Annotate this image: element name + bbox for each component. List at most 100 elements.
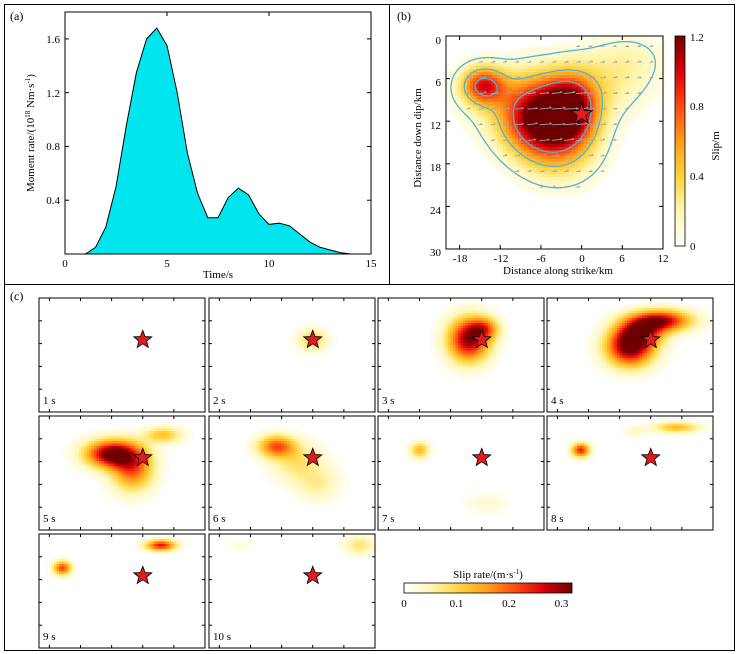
slip-rate-cell bbox=[602, 325, 605, 329]
slip-rate-cell bbox=[679, 305, 683, 309]
slip-cell bbox=[542, 69, 546, 73]
slip-cell bbox=[656, 54, 660, 58]
slip-rate-cell bbox=[324, 328, 327, 331]
slip-cell bbox=[638, 90, 642, 94]
slip-cell bbox=[656, 75, 660, 79]
slip-cell bbox=[611, 156, 615, 160]
slip-cell bbox=[539, 147, 543, 151]
slip-cell bbox=[605, 171, 609, 175]
slip-rate-cell bbox=[664, 335, 668, 339]
slip-rate-cell bbox=[321, 328, 325, 331]
slip-cell bbox=[449, 81, 453, 85]
slip-rate-cell bbox=[602, 313, 605, 316]
slip-cell bbox=[518, 114, 522, 118]
slip-rate-cell bbox=[445, 338, 449, 341]
slip-rate-cell bbox=[694, 318, 698, 321]
slip-rate-cell bbox=[440, 328, 444, 331]
slip-rate-cell bbox=[689, 313, 693, 316]
slip-cell bbox=[557, 72, 561, 76]
slip-rate-cell bbox=[669, 325, 673, 329]
slip-rate-cell bbox=[490, 315, 494, 319]
slip-rate-cell bbox=[609, 338, 613, 341]
slip-rate-cell bbox=[505, 328, 509, 331]
slip-cell bbox=[626, 123, 630, 127]
slip-cell bbox=[659, 48, 663, 52]
slip-cell bbox=[545, 78, 549, 82]
slip-cell bbox=[590, 66, 594, 70]
slip-rate-cell bbox=[602, 315, 605, 319]
slip-rate-cell bbox=[674, 320, 678, 324]
slip-rate-cell bbox=[632, 303, 635, 306]
slip-cell bbox=[548, 81, 552, 85]
slip-rate-cell bbox=[657, 340, 660, 344]
slip-cell bbox=[482, 54, 486, 58]
slip-cell bbox=[590, 147, 594, 151]
slip-rate-cell bbox=[440, 350, 444, 354]
slip-cell bbox=[662, 51, 666, 55]
slip-cell bbox=[608, 120, 612, 124]
slip-cell bbox=[530, 63, 534, 67]
slip-cell bbox=[545, 93, 549, 97]
slip-cell bbox=[656, 96, 660, 100]
slip-cell bbox=[497, 93, 501, 97]
slip-cell bbox=[587, 60, 591, 64]
slip-rate-cell bbox=[468, 375, 471, 379]
slip-cell bbox=[518, 72, 522, 76]
slip-cell bbox=[569, 144, 573, 148]
slip-cell bbox=[602, 126, 606, 130]
slip-rate-cell bbox=[617, 328, 620, 331]
slip-rate-cell bbox=[478, 323, 481, 326]
slip-rate-cell bbox=[299, 328, 302, 331]
slip-cell bbox=[617, 105, 621, 109]
slip-rate-cell bbox=[505, 343, 509, 346]
slip-rate-cell bbox=[617, 343, 620, 346]
slip-rate-cell bbox=[306, 330, 310, 334]
slip-cell bbox=[569, 195, 573, 199]
slip-cell bbox=[569, 108, 573, 112]
slip-cell bbox=[503, 153, 507, 157]
slip-cell bbox=[536, 141, 540, 145]
slip-rate-cell bbox=[468, 363, 471, 366]
slip-cell bbox=[530, 72, 534, 76]
slip-rate-cell bbox=[672, 325, 675, 329]
slip-cell bbox=[530, 84, 534, 88]
slip-rate-cell bbox=[478, 308, 481, 311]
slip-rate-cell bbox=[455, 375, 459, 379]
slip-arrow bbox=[563, 91, 576, 94]
slip-cell bbox=[617, 135, 621, 139]
slip-cell bbox=[599, 51, 603, 55]
slip-cell bbox=[500, 105, 504, 109]
slip-cell bbox=[503, 126, 507, 130]
slip-cell bbox=[509, 132, 513, 136]
slip-cell bbox=[656, 87, 660, 91]
slip-cell bbox=[569, 87, 573, 91]
slip-cell bbox=[629, 102, 633, 106]
slip-cell bbox=[515, 120, 519, 124]
slip-rate-cell bbox=[649, 305, 653, 309]
slip-cell bbox=[614, 108, 618, 112]
slip-rate-cell bbox=[450, 335, 454, 339]
slip-cell bbox=[476, 120, 480, 124]
slip-cell bbox=[557, 144, 561, 148]
b-ylabel: Distance down dip/km bbox=[412, 88, 424, 188]
slip-rate-cell bbox=[667, 338, 670, 341]
slip-arrow-head bbox=[480, 122, 483, 125]
slip-cell bbox=[494, 93, 498, 97]
slip-rate-cell bbox=[465, 373, 469, 376]
slip-rate-cell bbox=[699, 325, 703, 329]
slip-cell bbox=[644, 99, 648, 103]
slip-cell bbox=[659, 57, 663, 61]
slip-cell bbox=[512, 93, 516, 97]
slip-cell bbox=[527, 147, 531, 151]
slip-rate-cell bbox=[664, 300, 668, 304]
slip-rate-cell bbox=[682, 310, 685, 314]
slip-rate-cell bbox=[435, 323, 439, 326]
slip-rate-cell bbox=[321, 330, 325, 334]
slip-rate-cell bbox=[291, 338, 295, 341]
slip-cell bbox=[533, 159, 537, 163]
slip-cell bbox=[527, 183, 531, 187]
slip-cell bbox=[476, 75, 480, 79]
slip-rate-cell bbox=[450, 323, 454, 326]
slip-rate-cell bbox=[659, 340, 663, 344]
slip-cell bbox=[566, 168, 570, 172]
